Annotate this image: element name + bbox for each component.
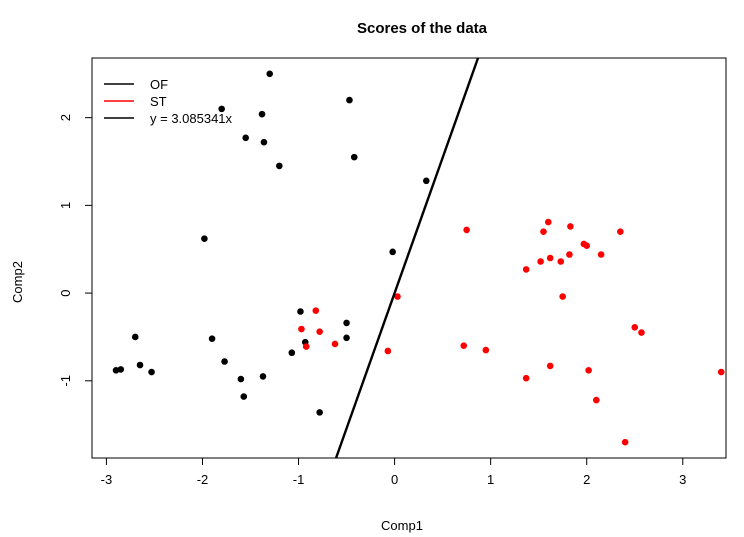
- data-point: [631, 323, 639, 331]
- data-point: [266, 70, 274, 78]
- data-point: [621, 438, 629, 446]
- y-axis: -1 0 1 2: [58, 114, 92, 387]
- data-point: [316, 409, 323, 416]
- data-point: [585, 366, 592, 374]
- data-point: [201, 235, 208, 243]
- x-tick-label: 3: [679, 472, 686, 487]
- data-point: [540, 228, 547, 235]
- data-point: [557, 258, 565, 265]
- legend: OF ST y = 3.085341x: [104, 77, 233, 126]
- data-point: [566, 251, 573, 258]
- data-point: [148, 368, 155, 376]
- fit-line: [334, 58, 480, 458]
- x-tick-label: 0: [391, 472, 398, 487]
- data-point: [544, 218, 552, 226]
- data-point: [394, 293, 401, 300]
- data-point: [559, 293, 566, 300]
- data-point: [276, 162, 283, 170]
- data-point: [221, 358, 228, 365]
- data-point: [242, 134, 249, 142]
- y-tick-label: 2: [58, 114, 73, 121]
- y-tick-label: 0: [58, 289, 73, 296]
- data-point: [218, 105, 225, 113]
- data-point: [350, 153, 358, 161]
- data-point: [717, 368, 725, 376]
- x-axis-label: Comp1: [381, 518, 423, 533]
- data-point: [567, 223, 574, 230]
- data-point: [316, 328, 323, 335]
- data-point: [546, 362, 554, 370]
- data-point: [384, 347, 392, 355]
- data-point: [331, 340, 339, 348]
- data-point: [258, 110, 266, 118]
- data-point: [593, 396, 600, 404]
- data-point: [260, 138, 268, 146]
- chart-title: Scores of the data: [357, 20, 488, 37]
- x-tick-label: 2: [583, 472, 590, 487]
- data-point: [522, 266, 530, 273]
- plot-frame: [91, 57, 727, 459]
- data-point: [463, 226, 470, 234]
- x-tick-label: -2: [197, 472, 209, 487]
- data-point: [583, 242, 591, 250]
- y-axis-label: Comp2: [10, 261, 25, 303]
- data-point: [617, 228, 624, 235]
- data-point: [312, 307, 320, 314]
- data-point: [422, 177, 430, 185]
- legend-label: ST: [150, 94, 167, 109]
- data-point: [298, 325, 305, 333]
- data-point: [460, 342, 468, 350]
- data-point: [343, 319, 350, 327]
- data-point: [389, 248, 396, 256]
- x-tick-label: 1: [487, 472, 494, 487]
- data-point: [482, 346, 490, 354]
- data-point: [131, 333, 139, 341]
- y-tick-label: 1: [58, 202, 73, 209]
- data-point: [522, 374, 530, 382]
- data-point: [346, 96, 353, 104]
- data-point: [302, 343, 310, 350]
- data-point: [136, 361, 144, 369]
- data-point: [208, 335, 216, 343]
- data-point: [638, 329, 645, 336]
- data-point: [343, 334, 350, 342]
- data-point: [597, 251, 605, 258]
- y-tick-label: -1: [58, 375, 73, 387]
- data-point: [288, 349, 296, 357]
- data-point: [537, 258, 544, 265]
- data-point: [117, 366, 125, 373]
- x-axis: -3 -2 -1 0 1 2 3: [101, 458, 686, 487]
- x-tick-label: -3: [101, 472, 113, 487]
- series-st: [298, 218, 725, 446]
- plot-area: [112, 58, 725, 458]
- data-point: [237, 375, 245, 383]
- legend-label: y = 3.085341x: [150, 111, 233, 126]
- data-point: [297, 308, 304, 315]
- data-point: [240, 393, 248, 400]
- data-point: [546, 254, 554, 262]
- data-point: [259, 373, 267, 380]
- legend-label: OF: [150, 77, 168, 92]
- x-tick-label: -1: [293, 472, 305, 487]
